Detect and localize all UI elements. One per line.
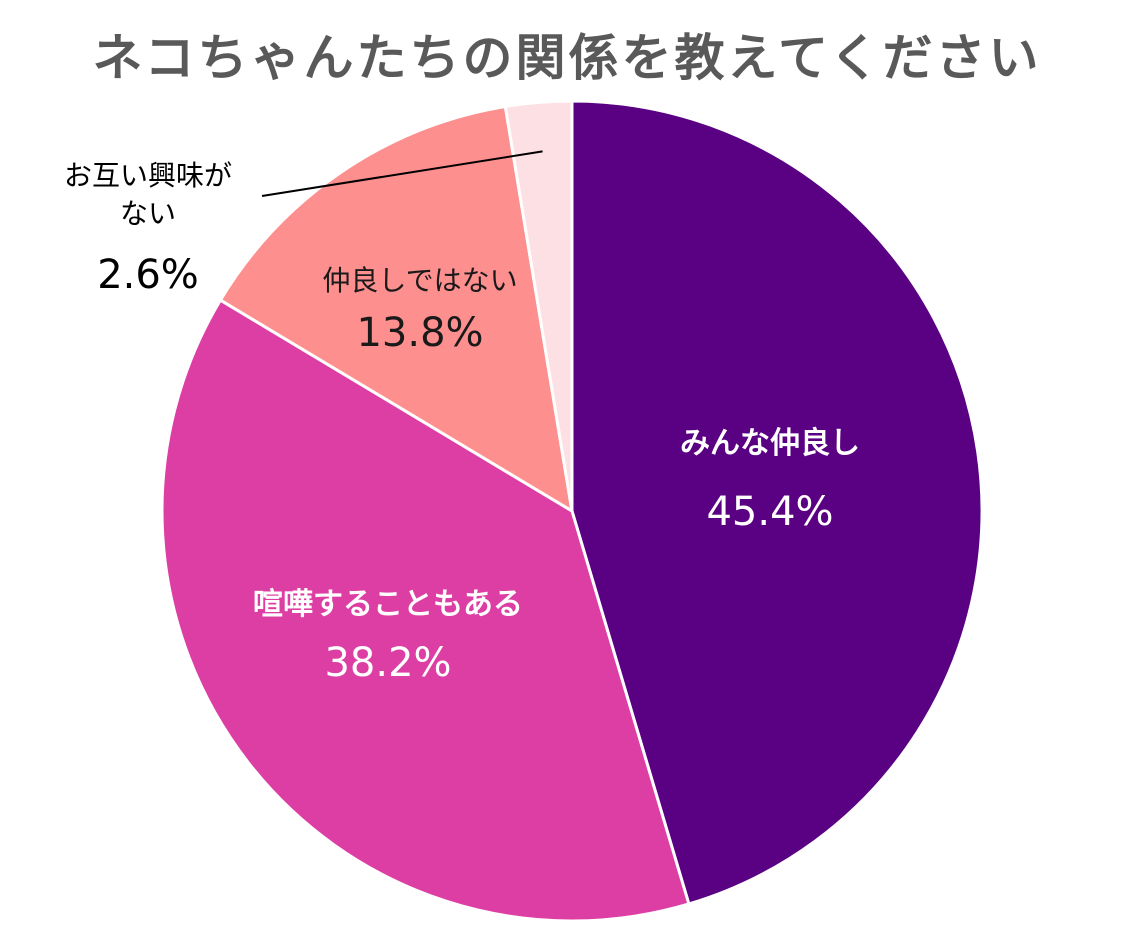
slice-labels: みんな仲良し 45.4% 喧嘩することもある 38.2% 仲良しではない 13.8% お互い… — [64, 159, 860, 686]
pie-slice — [160, 298, 691, 923]
slice-value-label: 2.6% — [97, 252, 199, 298]
slice-category-label: ない — [120, 197, 176, 230]
pie-slice — [218, 104, 575, 514]
pie-slice — [570, 99, 984, 906]
slice-value-label: 45.4% — [706, 489, 833, 535]
pie-slices — [160, 99, 984, 923]
chart-title: ネコちゃんたちの関係を教えてください — [92, 29, 1042, 87]
slice-category-label: みんな仲良し — [680, 426, 860, 461]
slice-value-label: 13.8% — [356, 310, 483, 356]
slice-category-label: お互い興味が — [64, 159, 232, 192]
slice-category-label: 仲良しではない — [322, 264, 517, 297]
callout-lines — [261, 150, 543, 197]
slice-category-label: 喧嘩することもある — [253, 587, 523, 622]
slice-value-label: 38.2% — [324, 640, 451, 686]
pie-slice — [503, 99, 574, 512]
callout-line — [261, 150, 543, 197]
